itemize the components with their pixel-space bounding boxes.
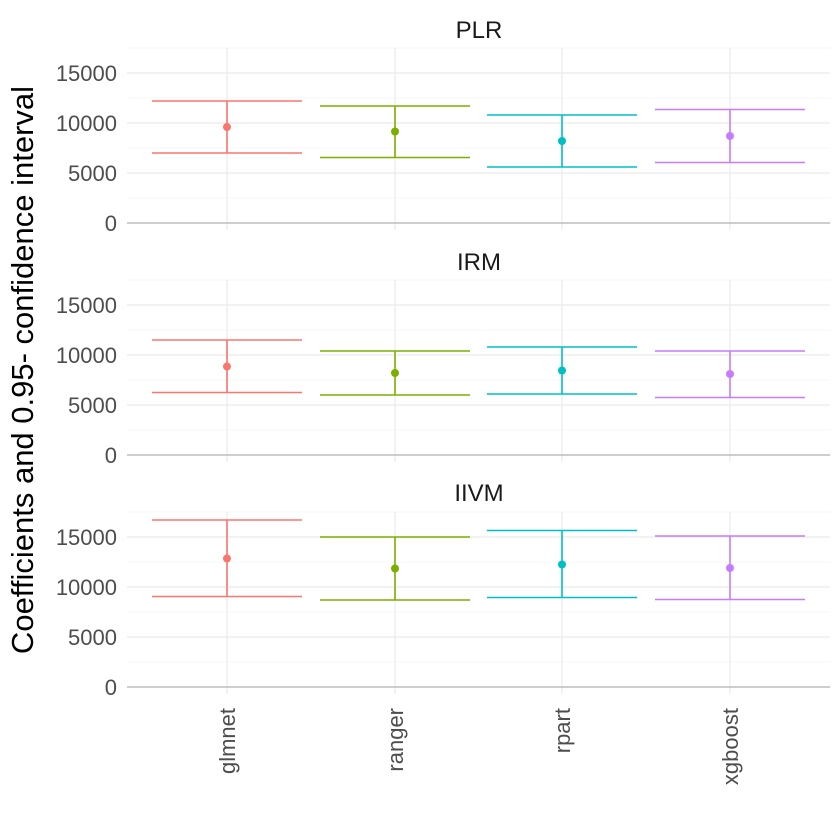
estimate-point [726, 564, 734, 572]
panel-title: IIVM [454, 480, 503, 507]
errorbar-xgboost [655, 350, 805, 399]
y-tick-label: 5000 [68, 393, 117, 418]
y-tick-label: 10000 [56, 111, 117, 136]
errorbar-xgboost [655, 535, 805, 601]
y-tick-label: 5000 [68, 625, 117, 650]
x-axis-labels: glmnet ranger rpart xgboost [215, 708, 743, 785]
errorbar-ranger [320, 536, 470, 601]
y-tick-label: 10000 [56, 575, 117, 600]
errorbar-glmnet [152, 100, 302, 154]
estimate-point [558, 137, 566, 145]
y-tick-label: 15000 [56, 293, 117, 318]
y-tick-label: 0 [105, 443, 117, 468]
errorbar-ranger [320, 105, 470, 159]
estimate-point [223, 362, 231, 371]
y-tick-label: 15000 [56, 525, 117, 550]
estimate-point [223, 554, 231, 563]
panel-iivm: 0 5000 10000 15000 IIVM [56, 480, 830, 700]
estimate-point [558, 560, 566, 569]
panel-title: PLR [456, 17, 503, 44]
errorbar-ranger [320, 350, 470, 396]
errorbar-xgboost [655, 108, 805, 164]
errorbar-rpart [487, 346, 637, 395]
panel-irm: 0 5000 10000 15000 IRM [56, 249, 830, 468]
estimate-point [223, 123, 231, 131]
y-tick-label: 15000 [56, 61, 117, 86]
errorbar-rpart [487, 529, 637, 599]
y-tick-label: 10000 [56, 343, 117, 368]
y-tick-label: 0 [105, 211, 117, 236]
x-tick-label: rpart [550, 708, 575, 753]
estimate-point [391, 127, 399, 136]
y-tick-label: 0 [105, 675, 117, 700]
x-tick-label: ranger [383, 708, 408, 772]
errorbar-glmnet [152, 339, 302, 394]
errorbar-rpart [487, 114, 637, 168]
estimate-point [726, 132, 734, 140]
panel-title: IRM [457, 249, 501, 276]
estimate-point [391, 369, 399, 377]
y-axis-title: Coefficients and 0.95- confidence interv… [5, 86, 40, 654]
x-tick-label: xgboost [718, 708, 743, 785]
panel-plr: 0 5000 10000 15000 PLR [56, 17, 830, 236]
panels: 0 5000 10000 15000 PLR 0 5000 10000 15000 IRM 0 500… [56, 17, 830, 785]
estimate-point [558, 366, 566, 375]
x-tick-label: glmnet [215, 708, 240, 774]
y-tick-label: 5000 [68, 161, 117, 186]
estimate-point [391, 564, 399, 573]
estimate-point [726, 370, 734, 378]
errorbar-glmnet [152, 519, 302, 598]
